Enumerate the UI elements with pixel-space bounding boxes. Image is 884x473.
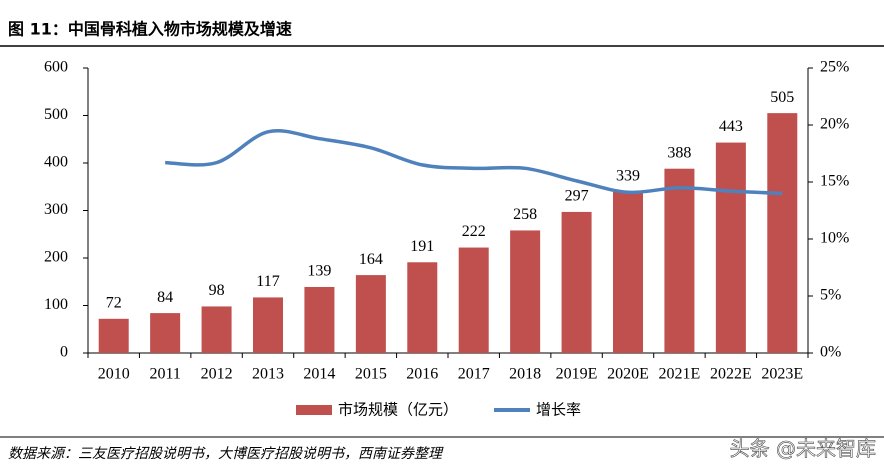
bar-value-label: 222 (462, 223, 486, 240)
bar-value-label: 191 (410, 238, 434, 255)
bar (767, 113, 798, 353)
y2-tick-label: 5% (820, 287, 841, 304)
x-tick-label: 2017 (458, 366, 490, 383)
bar (715, 142, 746, 353)
source-note: 数据来源：三友医疗招股说明书，大博医疗招股说明书，西南证券整理 (8, 446, 444, 462)
y-tick-label: 100 (44, 296, 68, 313)
bar-value-label: 98 (209, 282, 225, 299)
bar (98, 318, 129, 353)
y2-tick-label: 20% (820, 116, 849, 133)
bar (613, 191, 643, 353)
x-tick-label: 2011 (149, 366, 180, 383)
x-tick-label: 2014 (303, 366, 335, 383)
page-title: 图 11：中国骨科植入物市场规模及增速 (8, 20, 292, 39)
bar-value-label: 505 (770, 89, 794, 106)
bar (150, 313, 181, 353)
bar-value-label: 84 (157, 289, 173, 306)
x-tick-label: 2012 (201, 366, 233, 383)
bar (510, 230, 541, 353)
x-tick-label: 2021E (659, 366, 701, 383)
bar-value-label: 72 (106, 294, 122, 311)
x-tick-label: 2023E (761, 366, 803, 383)
y-tick-label: 0 (60, 344, 68, 361)
y-tick-label: 400 (44, 154, 68, 171)
bar-value-label: 117 (256, 273, 279, 290)
bar (253, 297, 283, 353)
x-tick-label: 2010 (98, 366, 130, 383)
bar (458, 247, 489, 353)
bar-value-label: 139 (307, 263, 331, 280)
legend-swatch (296, 405, 332, 415)
x-tick-label: 2013 (252, 366, 284, 383)
bar-value-label: 388 (667, 144, 691, 161)
bar-value-label: 164 (359, 251, 383, 268)
bar-value-label: 339 (616, 168, 640, 185)
bar (664, 168, 695, 353)
bar (561, 211, 592, 353)
bar (201, 306, 232, 353)
y-tick-label: 300 (44, 201, 68, 218)
bar-value-label: 258 (513, 206, 537, 223)
bar-value-label: 443 (719, 118, 743, 135)
y2-tick-label: 10% (820, 230, 849, 247)
growth-line (165, 129, 783, 196)
x-tick-label: 2018 (509, 366, 541, 383)
bar (304, 286, 335, 353)
x-tick-label: 2020E (607, 366, 649, 383)
x-tick-label: 2019E (556, 366, 598, 383)
y2-tick-label: 0% (820, 344, 841, 361)
bar (407, 262, 438, 353)
y-tick-label: 200 (44, 249, 68, 266)
y-tick-label: 600 (44, 59, 68, 76)
legend-label: 增长率 (536, 401, 581, 419)
x-tick-label: 2016 (406, 366, 438, 383)
y-tick-label: 500 (44, 106, 68, 123)
y2-tick-label: 25% (820, 59, 849, 76)
x-tick-label: 2015 (355, 366, 387, 383)
watermark: 头条 @未来智库 (730, 437, 876, 461)
legend-label: 市场规模（亿元） (338, 401, 458, 419)
bar-value-label: 297 (565, 188, 589, 205)
x-tick-label: 2022E (710, 366, 752, 383)
y2-tick-label: 15% (820, 173, 849, 190)
bar (355, 275, 386, 353)
